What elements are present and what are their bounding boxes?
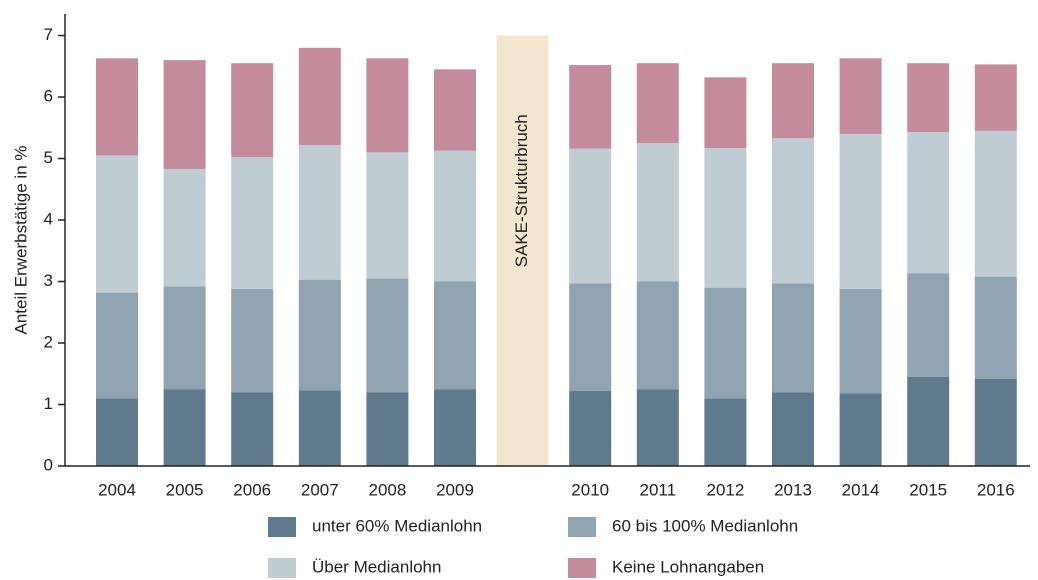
- bar-segment: [839, 393, 882, 466]
- bar-segment: [839, 58, 882, 134]
- bar-segment: [772, 63, 814, 139]
- bar-segment: [366, 152, 409, 279]
- legend-label: 60 bis 100% Medianlohn: [612, 516, 798, 535]
- legend-swatch: [568, 558, 596, 578]
- bar-segment: [569, 283, 612, 391]
- bar-segment: [974, 130, 1017, 277]
- legend-label: Über Medianlohn: [312, 557, 441, 576]
- y-tick-label: 3: [44, 271, 53, 290]
- bar-segment: [163, 286, 206, 390]
- x-tick-label: 2014: [842, 480, 880, 499]
- y-tick-label: 5: [44, 148, 53, 167]
- legend-label: unter 60% Medianlohn: [312, 516, 482, 535]
- bar-segment: [298, 390, 341, 466]
- bar-segment: [974, 276, 1017, 379]
- x-tick-label: 2006: [233, 480, 271, 499]
- bar-segment: [231, 157, 274, 289]
- bar-segment: [163, 60, 206, 169]
- break-label: SAKE-Strukturbruch: [512, 114, 531, 267]
- x-tick-label: 2012: [706, 480, 744, 499]
- x-tick-label: 2015: [909, 480, 947, 499]
- bar-segment: [366, 392, 409, 466]
- bar-segment: [298, 279, 341, 391]
- bar-segment: [839, 288, 882, 394]
- break-band: [496, 35, 549, 467]
- bar-segment: [569, 390, 612, 466]
- bar-segment: [636, 143, 679, 282]
- legend-swatch: [268, 558, 296, 578]
- bar-segment: [704, 398, 747, 466]
- bar-segment: [434, 281, 476, 390]
- bar-segment: [366, 278, 409, 393]
- bar-segment: [974, 378, 1017, 466]
- y-tick-label: 0: [44, 455, 53, 474]
- bar-segment: [96, 398, 138, 466]
- legend-label: Keine Lohnangaben: [612, 557, 764, 576]
- bar-segment: [163, 168, 206, 287]
- bar-segment: [298, 47, 341, 145]
- x-tick-label: 2008: [368, 480, 406, 499]
- bar-segment: [704, 148, 747, 288]
- x-tick-label: 2009: [436, 480, 474, 499]
- y-tick-label: 1: [44, 394, 53, 413]
- bar-segment: [907, 376, 950, 466]
- bar-segment: [163, 389, 206, 466]
- bar-segment: [298, 144, 341, 280]
- bar-segment: [772, 138, 814, 284]
- y-tick-label: 4: [44, 209, 53, 228]
- legend-swatch: [568, 517, 596, 537]
- bar-segment: [434, 389, 476, 466]
- bar-segment: [434, 150, 476, 282]
- y-tick-label: 6: [44, 87, 53, 106]
- bar-segment: [704, 287, 747, 399]
- bar-segment: [704, 77, 747, 149]
- y-tick-label: 7: [44, 25, 53, 44]
- bar-segment: [569, 148, 612, 284]
- bar-segment: [434, 69, 476, 151]
- x-tick-label: 2013: [774, 480, 812, 499]
- bar-segment: [636, 281, 679, 390]
- x-tick-label: 2007: [301, 480, 339, 499]
- x-tick-label: 2016: [977, 480, 1015, 499]
- bar-segment: [569, 65, 612, 149]
- bar-segment: [231, 392, 274, 466]
- bar-segment: [636, 389, 679, 466]
- bar-segment: [366, 58, 409, 153]
- bar-segment: [839, 133, 882, 289]
- x-tick-label: 2011: [640, 480, 677, 499]
- bar-segment: [96, 292, 138, 399]
- bar-segment: [907, 132, 950, 274]
- y-axis-label: Anteil Erwerbstätige in %: [11, 146, 30, 335]
- x-tick-label: 2005: [166, 480, 204, 499]
- bar-segment: [231, 63, 274, 158]
- bar-segment: [96, 58, 138, 156]
- bar-segment: [772, 283, 814, 393]
- y-tick-label: 2: [44, 332, 53, 351]
- legend-swatch: [268, 517, 296, 537]
- bar-segment: [96, 155, 138, 293]
- bar-segment: [636, 63, 679, 144]
- bar-segment: [231, 288, 274, 393]
- bar-segment: [907, 273, 950, 377]
- x-tick-label: 2004: [98, 480, 136, 499]
- bar-segment: [974, 64, 1017, 131]
- bar-segment: [772, 392, 814, 466]
- bar-segment: [907, 63, 950, 133]
- x-tick-label: 2010: [571, 480, 609, 499]
